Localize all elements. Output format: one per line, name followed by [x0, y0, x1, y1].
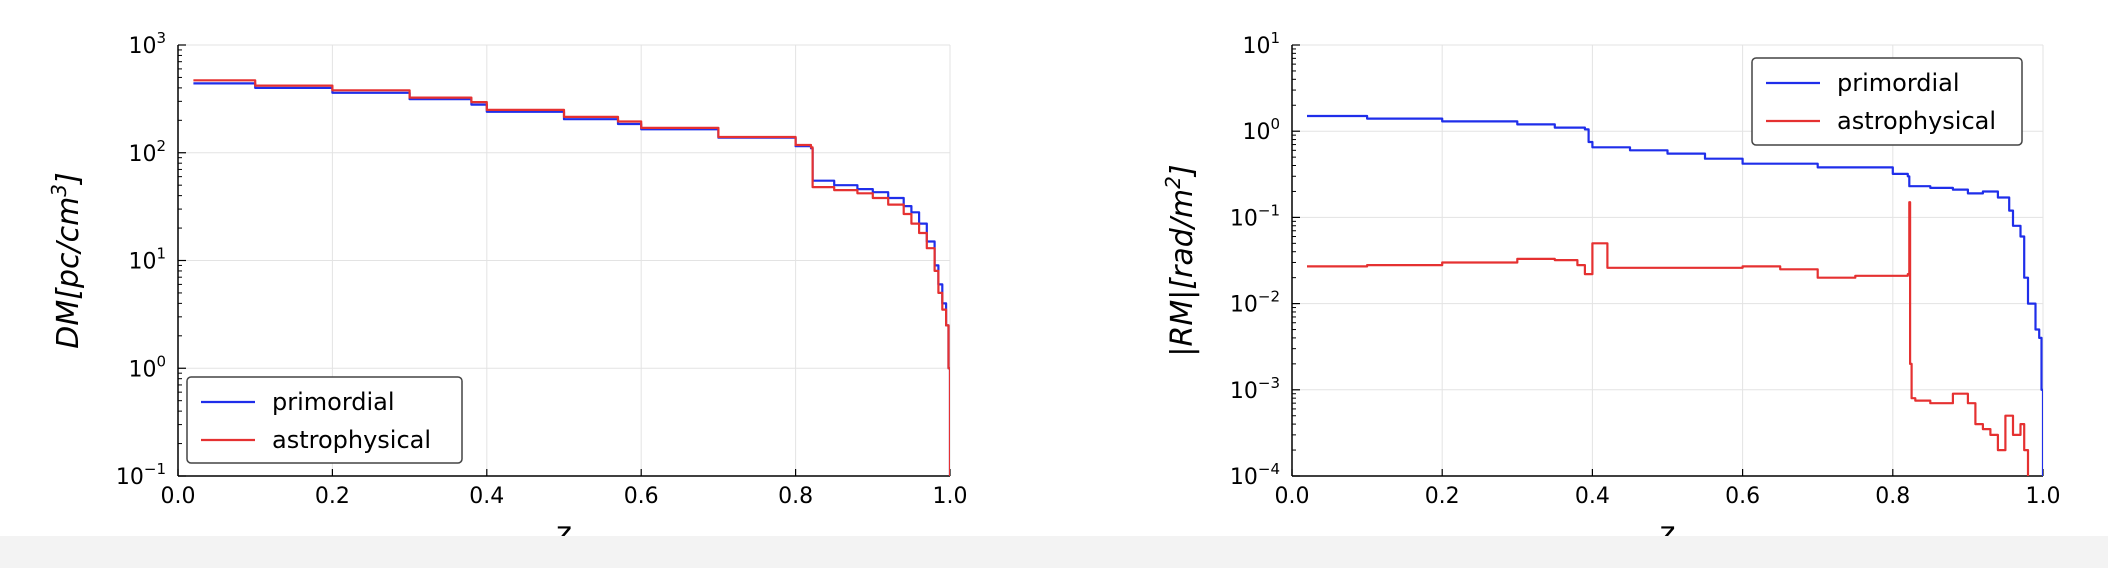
y-tick-label: 102 — [128, 137, 166, 167]
x-tick-label: 1.0 — [933, 484, 968, 509]
y-axis-label: DM[pc/cm3] — [47, 172, 86, 349]
y-tick-base: 10 — [1242, 120, 1270, 145]
series-line-astrophysical — [193, 79, 950, 476]
y-label-base: DM[pc/cm — [51, 197, 86, 349]
series-line-primordial — [1307, 114, 2043, 476]
y-tick-exponent: 0 — [156, 352, 166, 370]
footer-band — [0, 536, 2108, 568]
y-tick-exponent: −4 — [1258, 460, 1280, 478]
legend-label: astrophysical — [272, 426, 431, 454]
y-tick-exponent: −1 — [1258, 201, 1280, 219]
y-tick-label: 100 — [128, 352, 166, 382]
x-tick-label: 0.4 — [469, 484, 504, 509]
chart-rm: 0.0 0.2 0.4 0.6 0.8 1.010−410−310−210−1100101… — [1161, 29, 2061, 551]
x-tick-label: 0.6 — [624, 484, 659, 509]
y-label-sup: 3 — [47, 184, 71, 197]
y-tick-exponent: 1 — [156, 245, 166, 263]
plot-area — [1307, 114, 2043, 476]
y-tick-label: 10−2 — [1230, 288, 1280, 318]
y-tick-base: 10 — [1230, 379, 1258, 404]
y-axis-label: |RM|[rad/m2] — [1161, 164, 1200, 356]
y-tick-base: 10 — [128, 250, 156, 275]
y-label-sup: 2 — [1161, 176, 1185, 189]
y-tick-exponent: −3 — [1258, 374, 1280, 392]
legend-box — [186, 376, 463, 464]
x-tick-label: 0.8 — [778, 484, 813, 509]
x-tick-label: 0.4 — [1575, 484, 1610, 509]
x-tick-label: 0.0 — [161, 484, 196, 509]
x-tick-label: 0.0 — [1275, 484, 1310, 509]
y-tick-base: 10 — [1230, 465, 1258, 490]
y-tick-base: 10 — [128, 357, 156, 382]
legend-box — [1751, 57, 2023, 146]
x-tick-label: 0.2 — [315, 484, 350, 509]
legend-label: primordial — [1837, 69, 1960, 97]
y-tick-base: 10 — [1230, 206, 1258, 231]
y-tick-exponent: −2 — [1258, 288, 1280, 306]
y-tick-label: 10−1 — [116, 460, 166, 490]
y-tick-label: 101 — [1242, 29, 1280, 59]
legend-label: primordial — [272, 388, 395, 416]
x-tick-label: 0.8 — [1875, 484, 1910, 509]
y-label-close: ] — [1165, 164, 1200, 178]
x-tick-label: 1.0 — [2026, 484, 2061, 509]
y-tick-label: 10−1 — [1230, 201, 1280, 231]
y-tick-label: 101 — [128, 245, 166, 275]
x-tick-label: 0.6 — [1725, 484, 1760, 509]
y-tick-exponent: 0 — [1270, 115, 1280, 133]
y-tick-base: 10 — [116, 465, 144, 490]
series-line-astrophysical — [1307, 201, 2030, 476]
x-tick-label: 0.2 — [1425, 484, 1460, 509]
y-tick-exponent: 1 — [1270, 29, 1280, 47]
legend-label: astrophysical — [1837, 107, 1996, 135]
legend: primordial astrophysical — [186, 376, 463, 464]
legend: primordial astrophysical — [1751, 57, 2023, 146]
y-tick-base: 10 — [1242, 34, 1270, 59]
y-tick-exponent: 2 — [156, 137, 166, 155]
y-tick-label: 10−4 — [1230, 460, 1280, 490]
y-tick-exponent: 3 — [156, 29, 166, 47]
y-tick-label: 100 — [1242, 115, 1280, 145]
chart-dm: 0.0 0.2 0.4 0.6 0.8 1.010−1100101102103zDM[pc… — [47, 29, 968, 551]
y-tick-base: 10 — [128, 142, 156, 167]
y-tick-label: 10−3 — [1230, 374, 1280, 404]
y-tick-base: 10 — [128, 34, 156, 59]
y-tick-exponent: −1 — [144, 460, 166, 478]
y-tick-label: 103 — [128, 29, 166, 59]
y-label-base: |RM|[rad/m — [1165, 189, 1200, 357]
y-tick-base: 10 — [1230, 293, 1258, 318]
plot-area — [193, 79, 950, 476]
y-label-close: ] — [51, 172, 86, 186]
